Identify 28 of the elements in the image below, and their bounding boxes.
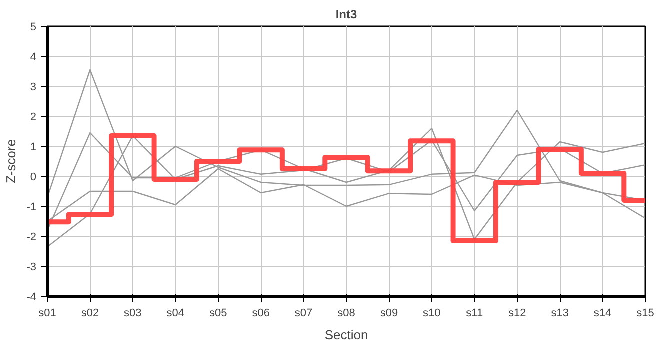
x-tick-label: s02 xyxy=(81,308,100,320)
y-axis-title: Z-score xyxy=(4,139,19,184)
x-tick-label: s11 xyxy=(466,308,484,320)
x-tick-label: s06 xyxy=(252,308,270,320)
x-axis-title: Section xyxy=(324,328,368,342)
y-tick-label: -1 xyxy=(26,202,36,214)
y-tick-label: -3 xyxy=(26,262,36,274)
y-tick-label: -2 xyxy=(26,232,36,244)
x-tick-label: s15 xyxy=(636,308,654,320)
chart-title: Int3 xyxy=(336,8,358,22)
x-tick-label: s12 xyxy=(508,308,526,320)
y-tick-label: -4 xyxy=(26,292,36,304)
y-tick-label: 2 xyxy=(30,112,37,124)
x-tick-label: s05 xyxy=(209,308,228,320)
y-tick-label: 5 xyxy=(30,22,37,34)
x-tick-label: s14 xyxy=(594,308,612,320)
x-tick-label: s08 xyxy=(338,308,356,320)
y-tick-label: 1 xyxy=(30,142,37,154)
x-tick-label: s03 xyxy=(124,308,142,320)
x-tick-label: s01 xyxy=(38,308,56,320)
x-tick-label: s07 xyxy=(294,308,313,320)
y-tick-label: 3 xyxy=(30,82,37,94)
y-tick-label: 4 xyxy=(30,52,37,64)
x-tick-label: s13 xyxy=(551,308,569,320)
x-tick-label: s10 xyxy=(423,308,441,320)
x-tick-label: s04 xyxy=(166,308,185,320)
x-tick-label: s09 xyxy=(380,308,398,320)
y-tick-label: 0 xyxy=(30,172,37,184)
